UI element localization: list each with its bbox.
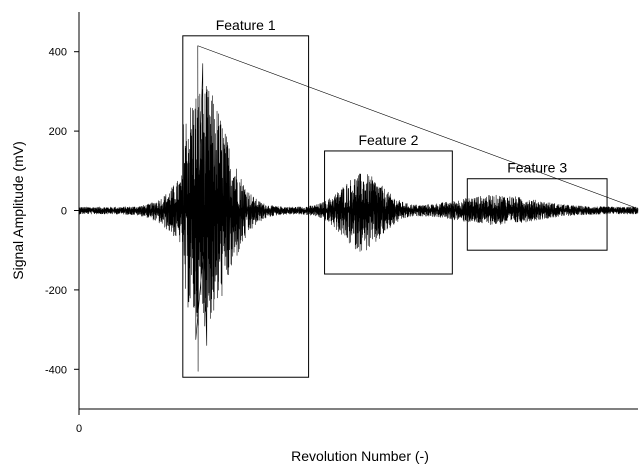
y-tick-label: 200 — [49, 126, 67, 138]
signal-series-line — [78, 45, 639, 372]
feature-1-label: Feature 1 — [216, 17, 276, 33]
y-tick-label: -200 — [45, 285, 67, 297]
y-axis-ticks: 400 200 0 -200 -400 — [45, 47, 79, 376]
y-axis-title: Signal Amplitude (mV) — [10, 141, 26, 280]
feature-1-box — [182, 35, 310, 378]
feature-annotations: Feature 1 Feature 2 Feature 3 — [182, 17, 608, 378]
y-tick-label: -400 — [45, 364, 67, 376]
x-tick-label: 0 — [76, 423, 82, 435]
y-tick-label: 0 — [61, 206, 67, 218]
feature-3-label: Feature 3 — [507, 160, 567, 176]
y-tick-label: 400 — [49, 47, 67, 59]
feature-2-label: Feature 2 — [358, 132, 418, 148]
feature-2-box — [324, 150, 453, 275]
feature-3-box — [466, 178, 608, 251]
x-axis-ticks: 0 — [76, 409, 82, 435]
x-axis-title: Revolution Number (-) — [291, 448, 429, 464]
